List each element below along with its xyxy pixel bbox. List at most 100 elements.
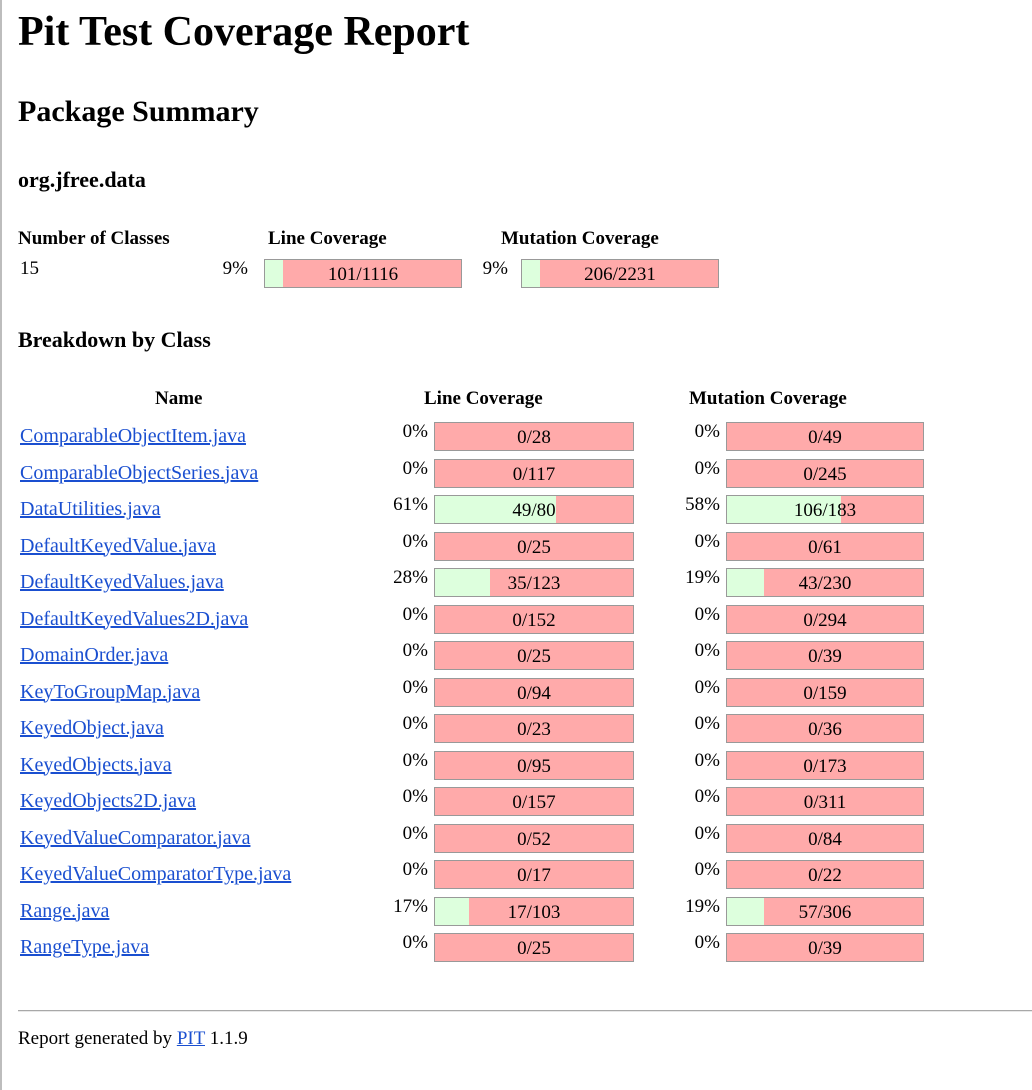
mutation-ratio: 0/39 [808,646,842,667]
class-link[interactable]: KeyedObject.java [20,717,164,739]
line-percent: 0% [402,932,428,953]
class-link[interactable]: KeyedValueComparator.java [20,826,251,849]
mutation-percent: 0% [694,676,720,698]
mutation-ratio: 43/230 [798,573,852,594]
line-percent: 0% [402,859,428,880]
line-percent: 61% [393,494,428,515]
mutation-percent: 0% [694,603,720,625]
class-link[interactable]: KeyedObjects2D.java [20,790,197,812]
mutation-coverage-bar: 0/39 [726,933,924,962]
class-link[interactable]: ComparableObjectItem.java [20,425,247,447]
line-coverage-bar: 0/17 [434,860,634,889]
line-ratio: 0/95 [517,755,551,777]
summary-mutation-coverage-fill [522,260,540,287]
line-ratio: 0/25 [517,536,551,558]
line-coverage-bar: 0/25 [434,641,634,670]
line-ratio: 0/25 [517,938,551,959]
mutation-percent: 0% [694,530,720,552]
mutation-percent: 0% [694,822,720,844]
table-row: KeyedObjects2D.java 0% 0/157 0% 0/311 [18,785,1018,821]
line-ratio: 49/80 [512,500,556,521]
line-coverage-bar: 0/95 [434,750,634,780]
summary-mutation-coverage-bar: 206/2231 [521,259,719,288]
mutation-coverage-fill [727,569,765,596]
line-coverage-bar: 0/52 [434,823,634,853]
mutation-coverage-bar: 0/61 [726,531,924,561]
line-coverage-bar: 35/123 [434,568,634,597]
number-of-classes-value: 15 [20,258,39,279]
mutation-percent: 0% [694,421,720,442]
mutation-coverage-bar: 43/230 [726,568,924,597]
line-coverage-bar: 0/23 [434,714,634,743]
mutation-ratio: 0/39 [808,938,842,959]
line-ratio: 35/123 [507,573,561,594]
page-subtitle: Package Summary [18,95,259,128]
line-percent: 17% [393,895,428,917]
mutation-coverage-bar: 0/22 [726,860,924,889]
mutation-ratio: 0/173 [803,755,847,777]
line-percent: 0% [402,640,428,661]
breakdown-title: Breakdown by Class [18,327,211,352]
mutation-percent: 0% [694,932,720,953]
table-row: KeyedValueComparator.java 0% 0/52 0% 0/84 [18,822,1018,858]
line-ratio: 0/117 [512,463,556,485]
package-name: org.jfree.data [18,167,146,192]
line-coverage-bar: 0/28 [434,422,634,451]
class-link[interactable]: DefaultKeyedValue.java [20,534,217,557]
class-link[interactable]: DomainOrder.java [20,644,169,666]
table-row: DefaultKeyedValue.java 0% 0/25 0% 0/61 [18,530,1018,566]
class-link[interactable]: DataUtilities.java [20,498,161,520]
mutation-ratio: 57/306 [798,901,852,923]
line-coverage-bar: 0/157 [434,787,634,816]
line-ratio: 0/52 [517,828,551,850]
footer-divider [18,1010,1032,1012]
summary-line-percent: 9% [222,258,248,279]
class-link[interactable]: KeyToGroupMap.java [20,680,201,703]
line-ratio: 0/94 [517,682,551,704]
mutation-coverage-bar: 0/245 [726,458,924,488]
line-percent: 28% [393,567,428,588]
mutation-ratio: 0/159 [803,682,847,704]
summary-mutation-ratio: 206/2231 [584,264,656,285]
line-ratio: 0/17 [517,865,551,886]
package-summary-table: Number of Classes Line Coverage Mutation… [18,228,738,292]
table-row: DomainOrder.java 0% 0/25 0% 0/39 [18,639,1018,675]
line-ratio: 0/25 [517,646,551,667]
mutation-coverage-bar: 0/84 [726,823,924,853]
table-row: RangeType.java 0% 0/25 0% 0/39 [18,931,1018,967]
class-link[interactable]: RangeType.java [20,936,150,958]
line-coverage-fill [435,569,491,596]
mutation-coverage-bar: 0/311 [726,787,924,816]
mutation-ratio: 0/245 [803,463,847,485]
class-link[interactable]: DefaultKeyedValues2D.java [20,607,249,630]
line-ratio: 0/152 [512,609,556,631]
left-border [0,0,2,1090]
mutation-coverage-bar: 0/39 [726,641,924,670]
class-link[interactable]: KeyedObjects.java [20,753,172,776]
class-link[interactable]: KeyedValueComparatorType.java [20,863,292,885]
table-row: Range.java 17% 17/103 19% 57/306 [18,895,1018,931]
mutation-ratio: 0/294 [803,609,847,631]
line-coverage-fill [435,496,556,523]
summary-line-ratio: 101/1116 [327,264,399,285]
mutation-ratio: 106/183 [793,500,857,521]
pit-link[interactable]: PIT [176,1028,205,1049]
line-percent: 0% [402,530,428,552]
column-header-line-coverage: Line Coverage [424,388,543,409]
class-link[interactable]: ComparableObjectSeries.java [20,461,259,484]
column-header-mutation-coverage: Mutation Coverage [689,388,847,409]
line-percent: 0% [402,713,428,734]
line-ratio: 0/28 [517,427,551,448]
table-row: DefaultKeyedValues2D.java 0% 0/152 0% 0/294 [18,603,1018,639]
mutation-percent: 0% [694,786,720,807]
line-coverage-bar: 17/103 [434,896,634,926]
table-row: KeyedObject.java 0% 0/23 0% 0/36 [18,712,1018,748]
mutation-coverage-bar: 0/36 [726,714,924,743]
mutation-coverage-bar: 0/294 [726,604,924,634]
mutation-ratio: 0/49 [808,427,842,448]
line-percent: 0% [402,603,428,625]
mutation-ratio: 0/22 [808,865,842,886]
page-title: Pit Test Coverage Report [18,9,470,55]
class-link[interactable]: Range.java [20,899,110,922]
class-link[interactable]: DefaultKeyedValues.java [20,571,224,593]
